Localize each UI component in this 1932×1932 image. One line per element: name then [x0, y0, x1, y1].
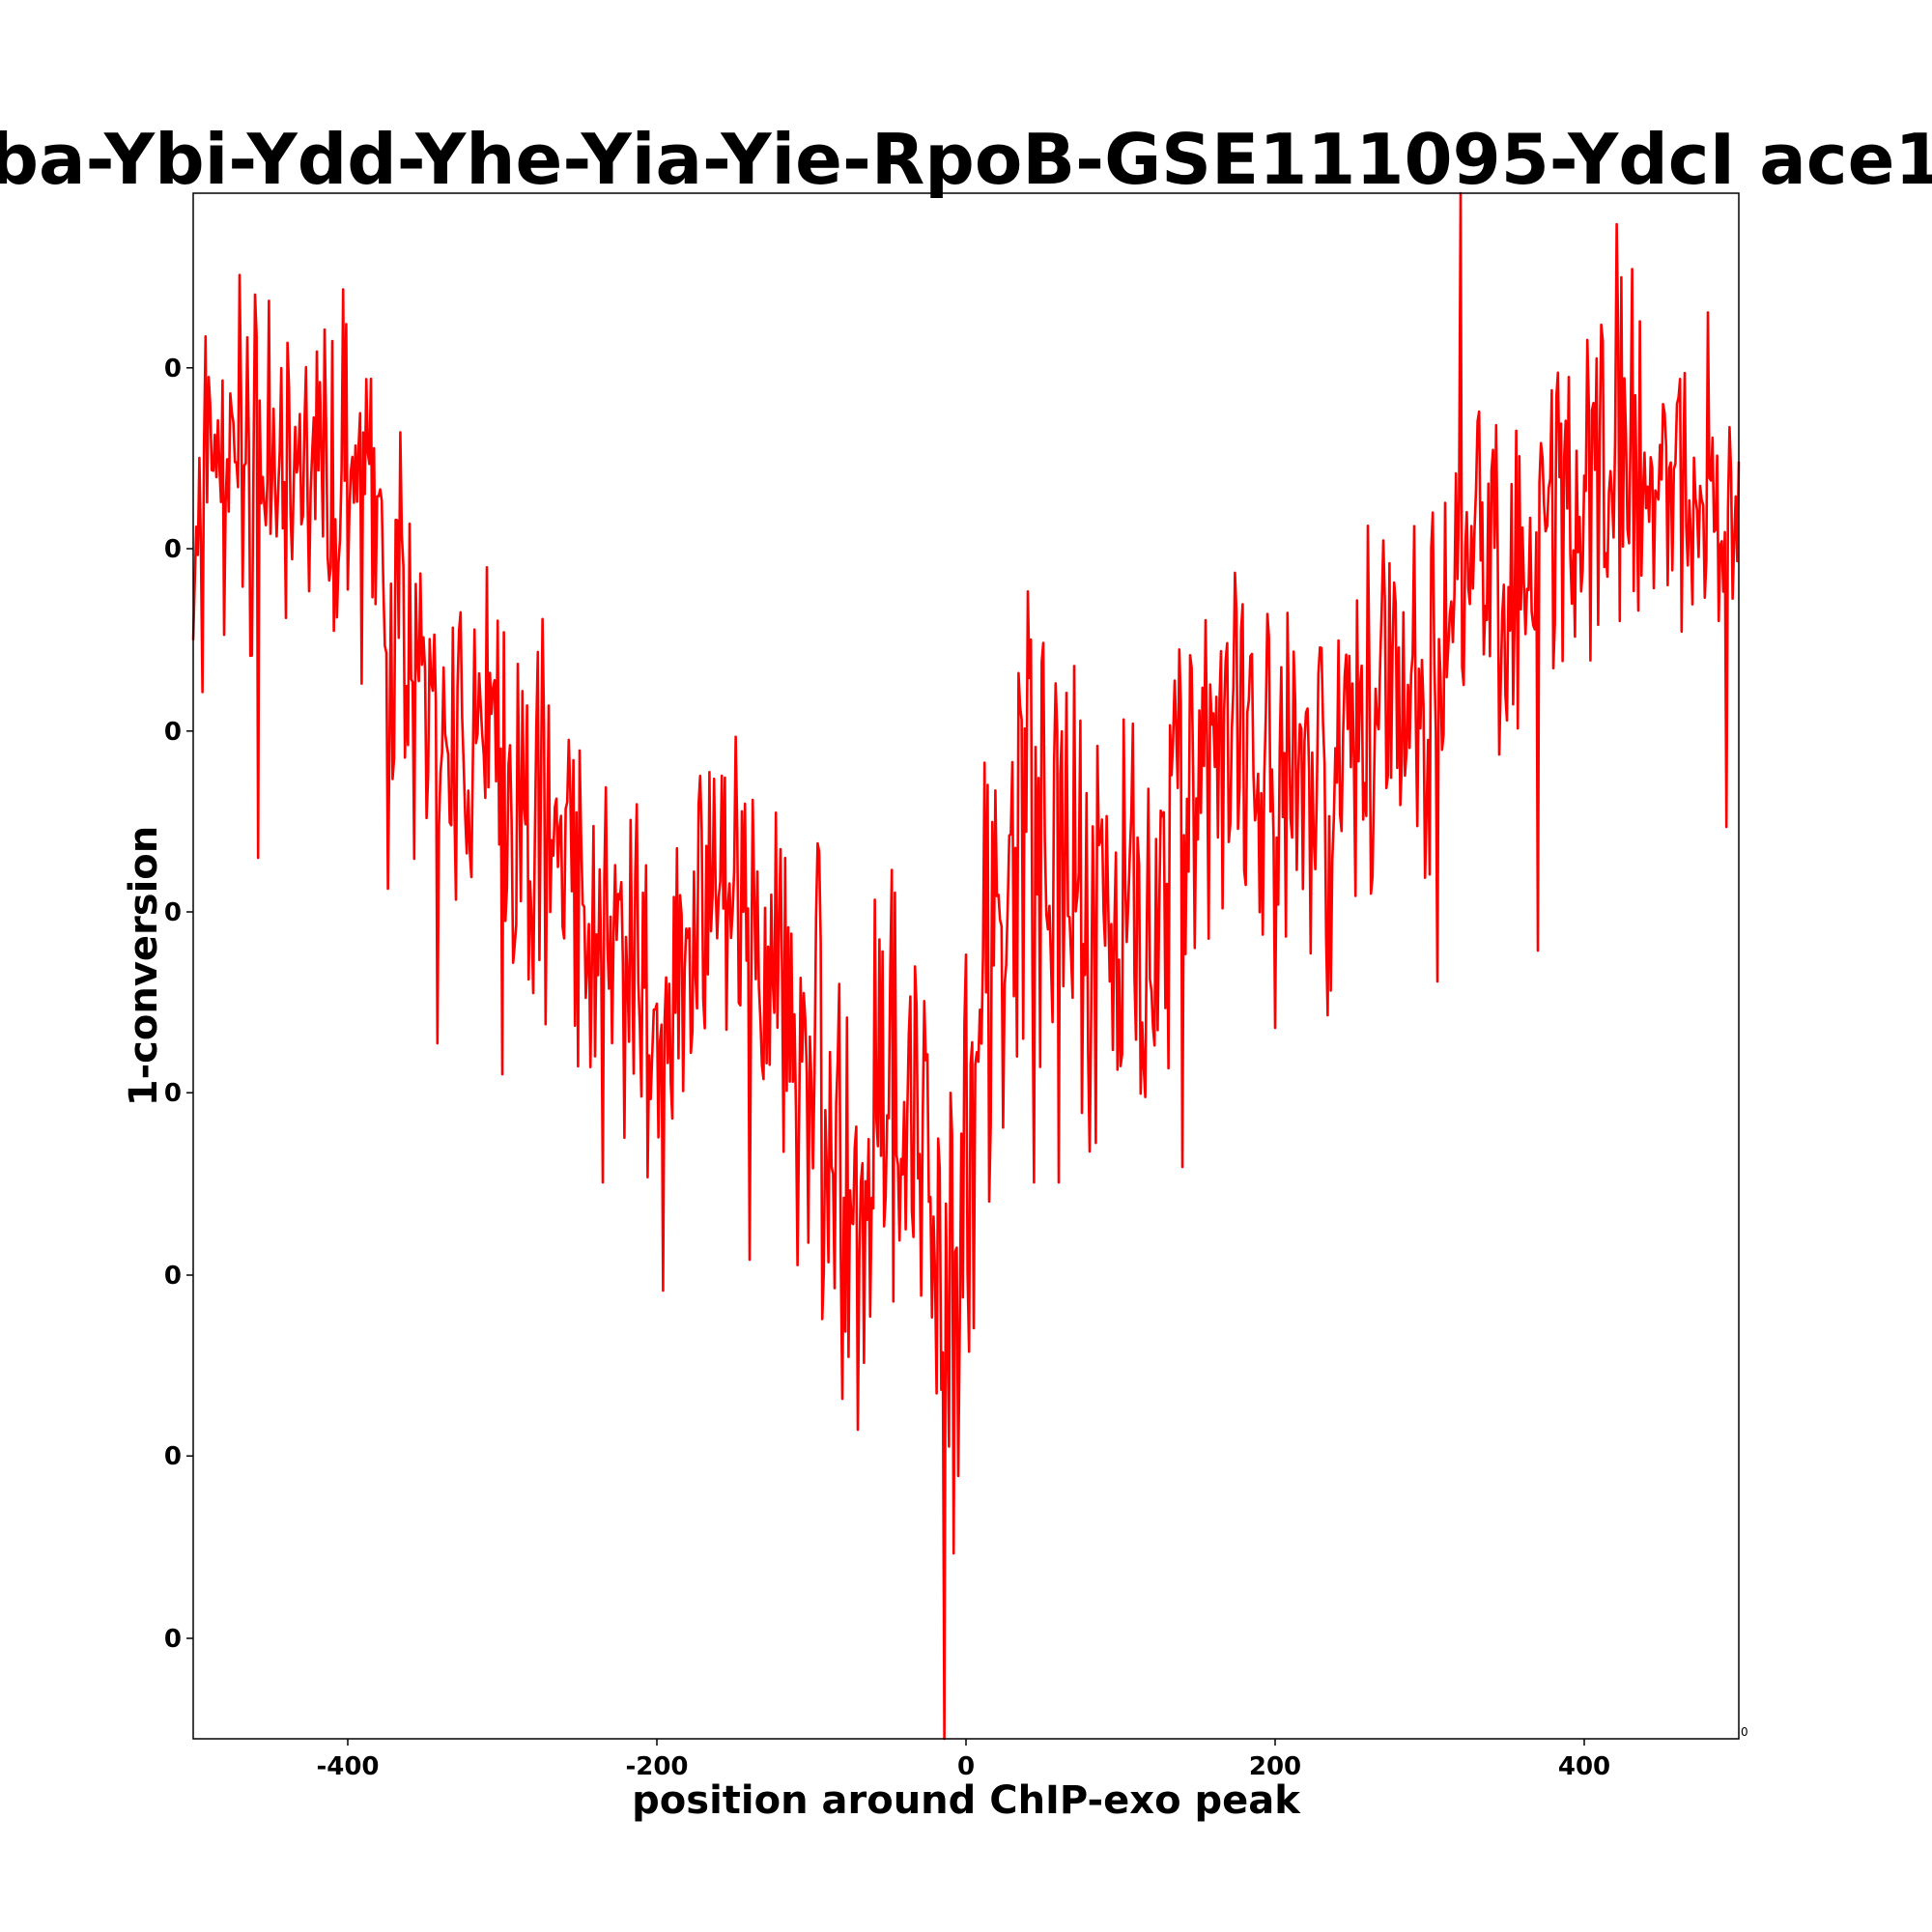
x-tick-label: -400	[316, 1752, 379, 1781]
y-tick-label: 0	[164, 1262, 182, 1291]
x-axis: -400 -200 0 200 400 0	[316, 1725, 1747, 1781]
y-tick-label: 0	[164, 898, 182, 927]
x-tick-label: 200	[1249, 1752, 1301, 1781]
y-tick-label: 0	[164, 1442, 182, 1471]
x-tick-label: 0	[957, 1752, 975, 1781]
x-tick-label: -200	[625, 1752, 688, 1781]
x-tick-label: 400	[1558, 1752, 1610, 1781]
y-tick-label: 0	[164, 355, 182, 384]
y-tick-label: 0	[164, 1625, 182, 1654]
x-axis-label: position around ChIP-exo peak	[632, 1778, 1301, 1823]
y-axis: 0 0 0 0 0 0 0 0	[164, 355, 193, 1654]
x-corner-label: 0	[1741, 1725, 1748, 1739]
y-tick-label: 0	[164, 535, 182, 564]
series-line	[191, 191, 1741, 1741]
y-axis-label: 1-conversion	[122, 826, 166, 1107]
y-tick-label: 0	[164, 718, 182, 747]
y-tick-label: 0	[164, 1079, 182, 1108]
chart-title: ba-Ybi-Ydd-Yhe-Yia-Yie-RpoB-GSE111095-Yd…	[0, 119, 1932, 200]
series-layer	[191, 191, 1741, 1741]
